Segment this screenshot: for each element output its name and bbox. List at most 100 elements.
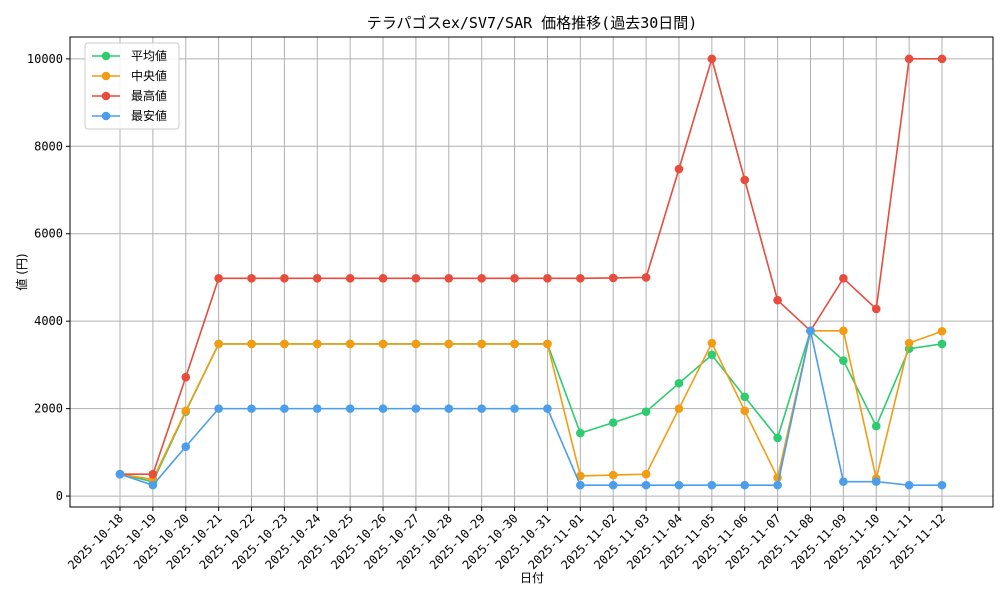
data-point bbox=[904, 54, 914, 64]
data-point bbox=[937, 54, 947, 64]
data-point bbox=[608, 480, 618, 490]
data-point bbox=[214, 339, 223, 349]
data-point bbox=[641, 407, 651, 416]
data-point bbox=[115, 469, 125, 479]
data-point bbox=[312, 404, 322, 413]
series-3 bbox=[115, 326, 947, 490]
data-point bbox=[345, 339, 355, 349]
y-tick-label: 6000 bbox=[34, 227, 63, 241]
series-0 bbox=[115, 326, 947, 486]
data-point bbox=[641, 480, 651, 490]
data-point bbox=[378, 274, 388, 283]
data-point bbox=[148, 469, 158, 479]
legend-marker bbox=[101, 71, 111, 81]
data-point bbox=[576, 480, 585, 490]
data-point bbox=[674, 164, 684, 174]
plot-frame bbox=[69, 36, 994, 508]
data-point bbox=[576, 471, 585, 481]
legend-label: 平均値 bbox=[131, 48, 167, 63]
data-point bbox=[378, 339, 388, 349]
data-point bbox=[312, 274, 322, 283]
data-point bbox=[641, 273, 651, 282]
legend-box bbox=[84, 42, 180, 130]
data-point bbox=[543, 339, 552, 349]
data-point bbox=[839, 274, 848, 283]
data-point bbox=[444, 404, 454, 413]
data-point bbox=[740, 175, 750, 185]
data-point bbox=[937, 326, 947, 336]
data-point bbox=[674, 480, 684, 490]
y-axis-label: 値 (円) bbox=[14, 253, 29, 290]
legend-label: 最高値 bbox=[131, 88, 167, 103]
series-layer bbox=[115, 54, 947, 490]
data-point bbox=[674, 378, 684, 388]
data-point bbox=[543, 274, 552, 283]
legend-item: 最安値 bbox=[92, 108, 167, 123]
legend-item: 最高値 bbox=[92, 88, 167, 103]
chart-title: テラパゴスex/SV7/SAR 価格推移(過去30日間) bbox=[367, 14, 698, 32]
data-point bbox=[937, 339, 947, 349]
data-point bbox=[510, 339, 519, 349]
data-point bbox=[674, 404, 684, 413]
data-point bbox=[345, 274, 355, 283]
data-point bbox=[378, 404, 388, 413]
data-point bbox=[247, 404, 256, 413]
data-point bbox=[576, 428, 585, 438]
y-tick-label: 10000 bbox=[27, 52, 63, 66]
data-point bbox=[904, 480, 914, 490]
data-point bbox=[477, 274, 486, 283]
series-line bbox=[120, 55, 942, 476]
data-point bbox=[641, 469, 651, 479]
data-point bbox=[280, 404, 289, 413]
series-2 bbox=[115, 54, 947, 479]
legend-label: 最安値 bbox=[131, 108, 167, 123]
data-point bbox=[707, 350, 717, 360]
data-point bbox=[773, 480, 782, 490]
series-line bbox=[119, 330, 943, 481]
y-tick-label: 2000 bbox=[34, 402, 63, 416]
data-point bbox=[871, 421, 881, 431]
data-point bbox=[773, 295, 782, 305]
data-point bbox=[510, 404, 519, 413]
data-point bbox=[543, 404, 552, 413]
legend-item: 平均値 bbox=[92, 48, 167, 63]
data-point bbox=[148, 480, 158, 490]
data-point bbox=[839, 326, 848, 336]
legend-label: 中央値 bbox=[131, 68, 167, 83]
data-point bbox=[608, 470, 618, 480]
y-tick-label: 8000 bbox=[34, 139, 63, 153]
y-tick-label: 4000 bbox=[34, 314, 63, 328]
data-point bbox=[345, 404, 355, 413]
data-point bbox=[214, 274, 223, 283]
data-point bbox=[740, 480, 750, 490]
data-point bbox=[707, 54, 717, 64]
data-point bbox=[280, 339, 289, 349]
data-point bbox=[411, 274, 421, 283]
data-point bbox=[280, 274, 289, 283]
data-point bbox=[247, 274, 256, 283]
data-point bbox=[773, 433, 782, 443]
data-point bbox=[181, 372, 191, 382]
x-axis-label: 日付 bbox=[520, 571, 544, 585]
data-point bbox=[477, 339, 486, 349]
data-point bbox=[707, 338, 717, 348]
data-point bbox=[411, 339, 421, 349]
data-point bbox=[444, 339, 454, 349]
data-point bbox=[904, 338, 914, 348]
data-point bbox=[806, 326, 815, 336]
data-point bbox=[937, 480, 947, 490]
data-point bbox=[247, 339, 256, 349]
data-point bbox=[444, 274, 454, 283]
legend-marker bbox=[101, 51, 111, 61]
legend-marker bbox=[101, 91, 111, 101]
legend-item: 中央値 bbox=[92, 68, 167, 83]
data-point bbox=[839, 356, 848, 365]
data-point bbox=[740, 406, 750, 416]
data-point bbox=[214, 404, 223, 413]
data-point bbox=[181, 406, 191, 416]
data-point bbox=[576, 274, 585, 283]
ticks-layer: 2025-10-182025-10-192025-10-202025-10-21… bbox=[27, 52, 948, 572]
